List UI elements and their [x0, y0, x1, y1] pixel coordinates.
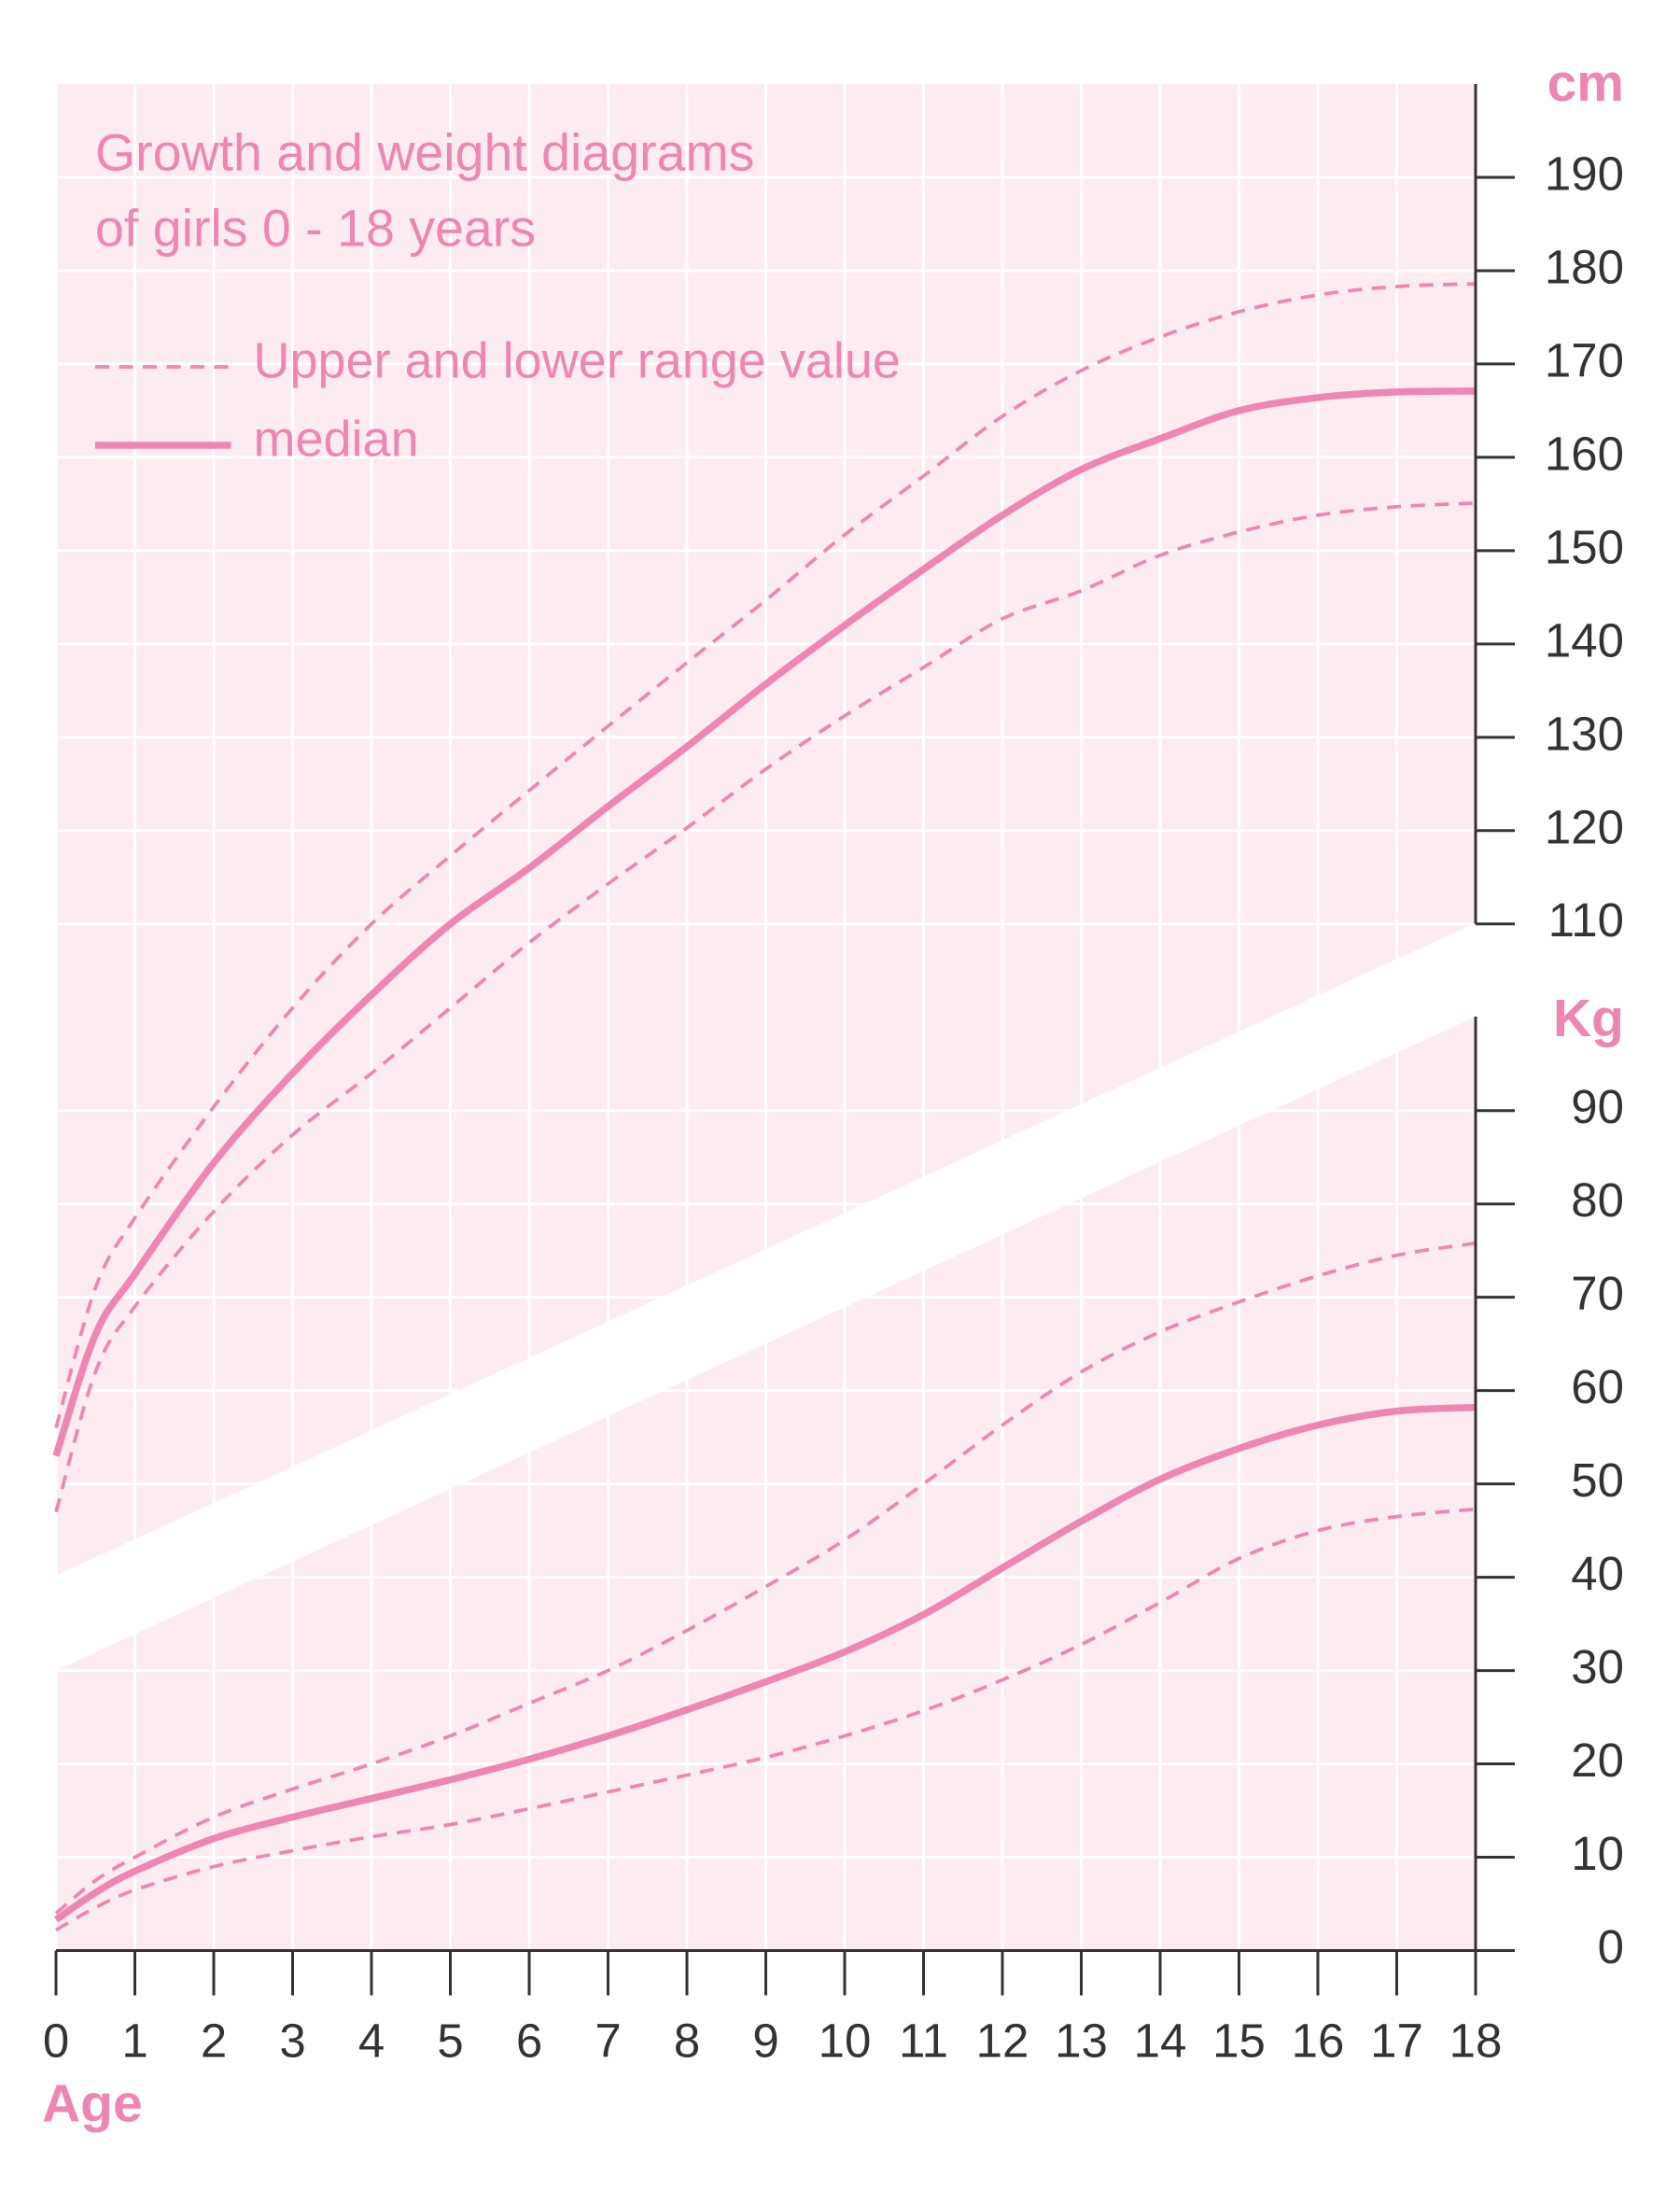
x-tick-label: 10 [819, 2014, 872, 2067]
y-tick-label: 130 [1545, 707, 1624, 760]
y-tick-label: 160 [1545, 427, 1624, 480]
chart-title: Growth and weight diagrams [95, 124, 754, 182]
x-tick-label: 4 [358, 2014, 385, 2067]
grid [54, 84, 1477, 1952]
x-tick-label: 12 [976, 2014, 1029, 2067]
y-tick-label: 170 [1545, 333, 1624, 386]
y2-tick-label: 50 [1571, 1453, 1624, 1507]
x-tick-label: 11 [899, 2014, 948, 2067]
y2-tick-label: 70 [1571, 1267, 1624, 1320]
y-tick-label: 180 [1545, 240, 1624, 293]
y2-tick-label: 80 [1571, 1173, 1624, 1227]
y2-axis-label: Kg [1553, 989, 1624, 1048]
y-tick-label: 110 [1548, 893, 1624, 947]
y2-tick-label: 40 [1571, 1547, 1624, 1600]
y2-tick-label: 20 [1571, 1734, 1624, 1787]
x-tick-label: 14 [1134, 2014, 1187, 2067]
line-series [54, 501, 1477, 1513]
x-tick-label: 1 [121, 2014, 147, 2067]
line-series [54, 1241, 1477, 1915]
x-tick-label: 0 [43, 2014, 69, 2067]
y-axis-label: cm [1547, 53, 1624, 113]
y2-tick-label: 60 [1571, 1360, 1624, 1413]
x-tick-label: 16 [1292, 2014, 1345, 2067]
x-tick-label: 15 [1212, 2014, 1266, 2067]
line-series [54, 282, 1477, 1429]
y-tick-label: 150 [1545, 520, 1624, 573]
y2-tick-label: 90 [1571, 1080, 1624, 1133]
line-series [53, 1403, 1477, 1923]
y-tick-label: 120 [1545, 800, 1624, 853]
y-tick-label: 140 [1545, 613, 1624, 667]
line-series [55, 1507, 1477, 1932]
x-axis-label: Age [42, 2074, 143, 2134]
legend-label: median [254, 411, 419, 467]
x-tick-label: 3 [279, 2014, 305, 2067]
line-series [52, 387, 1477, 1457]
x-tick-label: 9 [752, 2014, 778, 2067]
x-tick-label: 13 [1055, 2014, 1108, 2067]
legend-label: Upper and lower range value [254, 332, 901, 388]
x-tick-label: 5 [437, 2014, 463, 2067]
x-tick-label: 18 [1449, 2014, 1503, 2067]
x-tick-label: 8 [674, 2014, 700, 2067]
y2-tick-label: 30 [1571, 1640, 1624, 1693]
x-tick-label: 2 [201, 2014, 227, 2067]
y2-tick-label: 0 [1598, 1920, 1624, 1973]
marks [52, 282, 1477, 1932]
y2-tick-label: 10 [1571, 1827, 1624, 1880]
separator-band [56, 922, 1476, 1671]
x-tick-label: 7 [595, 2014, 621, 2067]
x-tick-label: 17 [1370, 2014, 1423, 2067]
chart-title: of girls 0 - 18 years [95, 200, 536, 258]
x-tick-label: 6 [516, 2014, 542, 2067]
y-tick-label: 190 [1545, 147, 1624, 200]
